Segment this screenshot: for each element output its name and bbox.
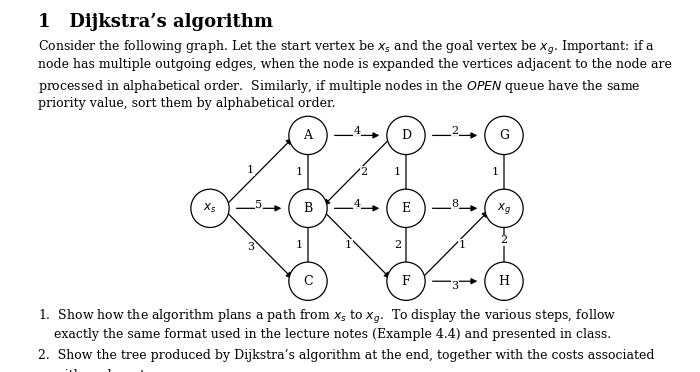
Text: 3: 3 (247, 242, 254, 251)
Text: 5: 5 (256, 200, 262, 209)
Ellipse shape (485, 262, 523, 300)
Text: 2: 2 (500, 235, 508, 245)
Text: $x_{g}$: $x_{g}$ (497, 201, 511, 216)
Text: $x_{s}$: $x_{s}$ (203, 202, 217, 215)
Ellipse shape (191, 189, 229, 227)
Ellipse shape (485, 116, 523, 154)
Text: 1: 1 (296, 240, 303, 250)
Text: 2: 2 (452, 126, 458, 136)
Text: E: E (401, 202, 411, 215)
Text: priority value, sort them by alphabetical order.: priority value, sort them by alphabetica… (38, 97, 336, 110)
Text: 1: 1 (247, 165, 254, 175)
Text: 1: 1 (296, 167, 303, 177)
Text: 4: 4 (354, 199, 360, 209)
Text: 1: 1 (458, 240, 466, 250)
Text: 3: 3 (452, 281, 458, 291)
Text: 1   Dijkstra’s algorithm: 1 Dijkstra’s algorithm (38, 13, 274, 31)
Text: 2: 2 (360, 167, 368, 177)
Ellipse shape (485, 189, 523, 227)
Ellipse shape (387, 116, 425, 154)
Text: with each vertex.: with each vertex. (38, 369, 164, 372)
Ellipse shape (289, 262, 327, 300)
Text: 2.  Show the tree produced by Dijkstra’s algorithm at the end, together with the: 2. Show the tree produced by Dijkstra’s … (38, 349, 655, 362)
Text: node has multiple outgoing edges, when the node is expanded the vertices adjacen: node has multiple outgoing edges, when t… (38, 58, 673, 71)
Text: G: G (499, 129, 509, 142)
Text: 1: 1 (394, 167, 401, 177)
Text: 4: 4 (354, 126, 360, 136)
Ellipse shape (289, 116, 327, 154)
Text: exactly the same format used in the lecture notes (Example 4.4) and presented in: exactly the same format used in the lect… (38, 328, 612, 341)
Text: 1: 1 (345, 240, 352, 250)
Text: 1.  Show how the algorithm plans a path from $x_s$ to $x_g$.  To display the var: 1. Show how the algorithm plans a path f… (38, 308, 617, 326)
Text: 2: 2 (394, 240, 401, 250)
Text: A: A (304, 129, 312, 142)
Text: C: C (303, 275, 313, 288)
Ellipse shape (387, 262, 425, 300)
Text: Consider the following graph. Let the start vertex be $x_s$ and the goal vertex : Consider the following graph. Let the st… (38, 39, 655, 57)
Text: processed in alphabetical order.  Similarly, if multiple nodes in the $\mathit{O: processed in alphabetical order. Similar… (38, 78, 641, 95)
Text: H: H (498, 275, 510, 288)
Text: 1: 1 (492, 167, 499, 177)
Text: 8: 8 (452, 199, 458, 209)
Text: F: F (402, 275, 410, 288)
Text: B: B (303, 202, 313, 215)
Ellipse shape (289, 189, 327, 227)
Ellipse shape (387, 189, 425, 227)
Text: D: D (401, 129, 411, 142)
